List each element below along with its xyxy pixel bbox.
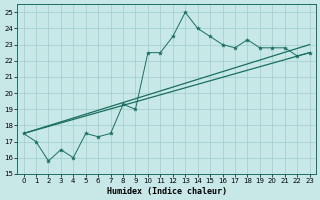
X-axis label: Humidex (Indice chaleur): Humidex (Indice chaleur) xyxy=(107,187,227,196)
